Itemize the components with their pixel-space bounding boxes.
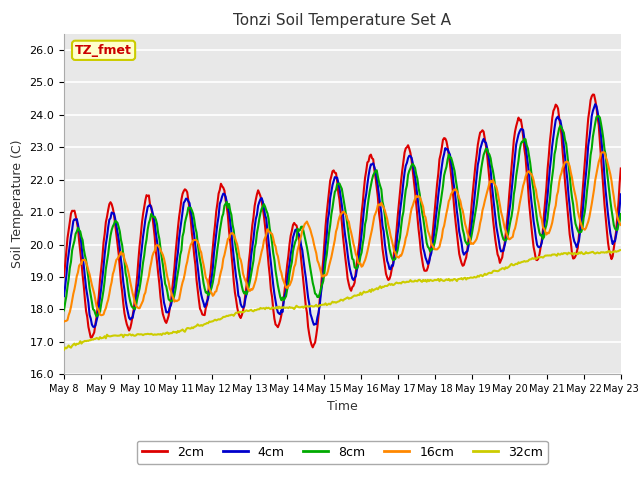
4cm — [234, 293, 242, 299]
Legend: 2cm, 4cm, 8cm, 16cm, 32cm: 2cm, 4cm, 8cm, 16cm, 32cm — [137, 441, 548, 464]
32cm — [399, 279, 406, 285]
16cm — [295, 242, 303, 248]
Line: 16cm: 16cm — [64, 152, 621, 322]
2cm — [295, 234, 303, 240]
4cm — [399, 179, 407, 185]
2cm — [234, 304, 241, 310]
32cm — [372, 287, 380, 292]
2cm — [373, 184, 381, 190]
32cm — [295, 304, 303, 310]
X-axis label: Time: Time — [327, 400, 358, 413]
2cm — [567, 239, 575, 245]
16cm — [60, 319, 68, 324]
4cm — [60, 293, 68, 299]
32cm — [60, 347, 68, 353]
16cm — [469, 241, 477, 247]
4cm — [373, 176, 381, 181]
16cm — [600, 149, 607, 155]
2cm — [309, 345, 317, 350]
4cm — [90, 324, 98, 330]
8cm — [373, 168, 381, 173]
2cm — [470, 174, 478, 180]
Line: 2cm: 2cm — [64, 95, 621, 348]
Line: 32cm: 32cm — [64, 250, 621, 350]
8cm — [470, 217, 478, 223]
16cm — [399, 250, 406, 256]
8cm — [60, 308, 68, 313]
8cm — [595, 113, 602, 119]
8cm — [296, 227, 304, 233]
Title: Tonzi Soil Temperature Set A: Tonzi Soil Temperature Set A — [234, 13, 451, 28]
16cm — [234, 241, 241, 247]
16cm — [566, 163, 573, 169]
8cm — [617, 211, 625, 217]
32cm — [617, 247, 625, 253]
4cm — [591, 101, 599, 107]
8cm — [567, 185, 575, 191]
2cm — [617, 166, 625, 171]
Line: 4cm: 4cm — [64, 104, 621, 327]
4cm — [567, 215, 575, 220]
2cm — [60, 274, 68, 279]
2cm — [589, 92, 596, 97]
Text: TZ_fmet: TZ_fmet — [75, 44, 132, 57]
4cm — [470, 197, 478, 203]
4cm — [617, 192, 625, 197]
8cm — [234, 264, 242, 269]
8cm — [93, 313, 100, 319]
32cm — [469, 275, 477, 280]
32cm — [566, 251, 573, 256]
Line: 8cm: 8cm — [64, 116, 621, 316]
2cm — [399, 158, 407, 164]
4cm — [296, 234, 304, 240]
8cm — [399, 209, 407, 215]
Y-axis label: Soil Temperature (C): Soil Temperature (C) — [11, 140, 24, 268]
16cm — [372, 211, 380, 216]
16cm — [617, 222, 625, 228]
32cm — [234, 310, 241, 315]
